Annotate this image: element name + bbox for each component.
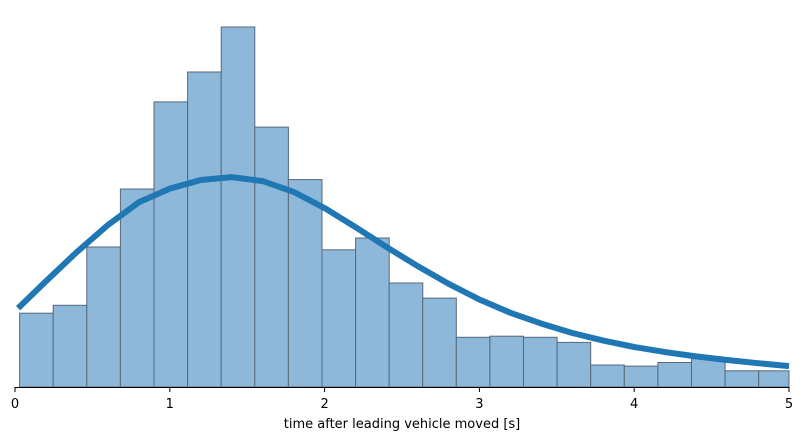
histogram-bar [691,358,726,388]
histogram-bar [86,246,121,388]
histogram-bar [556,341,592,388]
x-tick-label: 5 [785,397,793,412]
histogram-bar [489,335,524,388]
histogram-bar [422,297,457,388]
x-axis-label: time after leading vehicle moved [s] [284,417,521,432]
histogram-bar [287,179,323,388]
histogram-bar [623,365,659,388]
x-axis-ticks: 0 1 2 3 4 5 [11,387,793,412]
histogram-bar [388,282,424,388]
histogram-bar [220,26,256,388]
histogram-bar [758,370,790,388]
density-curve [16,174,790,370]
histogram-bar [19,312,54,388]
histogram-bars [19,26,790,388]
x-tick-label: 4 [630,397,638,412]
histogram-bar [657,362,693,388]
histogram-bar [724,370,760,388]
histogram-bar [52,304,88,388]
x-tick-label: 1 [166,397,174,412]
histogram-bar [355,237,390,388]
histogram-bar [523,336,558,388]
x-tick-label: 3 [475,397,483,412]
histogram-bar [455,336,491,388]
histogram-bar [590,364,625,388]
histogram-bar [321,249,357,388]
histogram-bar [254,126,289,388]
histogram-bar [187,71,222,388]
x-tick-label: 2 [320,397,328,412]
histogram-bar [153,101,189,388]
histogram-bar [119,188,155,388]
x-tick-label: 0 [11,397,19,412]
